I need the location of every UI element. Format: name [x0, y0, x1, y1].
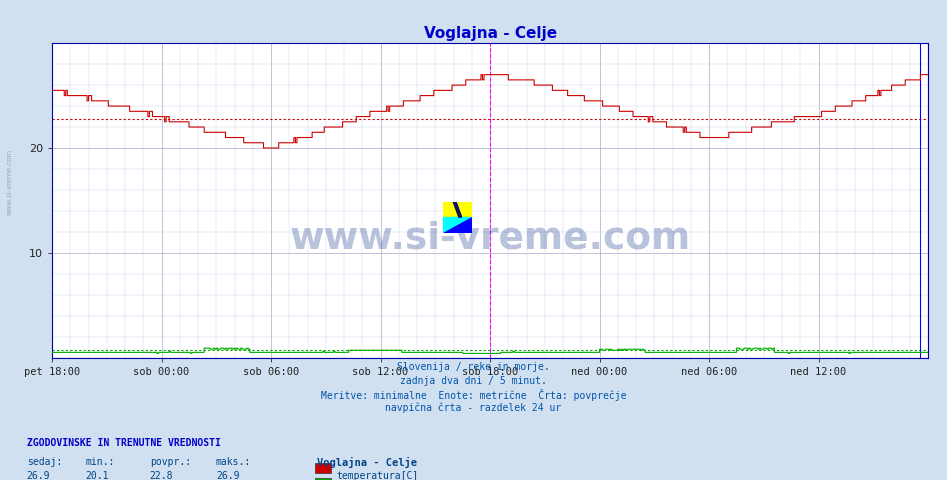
Text: ZGODOVINSKE IN TRENUTNE VREDNOSTI: ZGODOVINSKE IN TRENUTNE VREDNOSTI: [27, 438, 221, 448]
Text: sedaj:: sedaj:: [27, 457, 62, 467]
Text: Meritve: minimalne  Enote: metrične  Črta: povprečje: Meritve: minimalne Enote: metrične Črta:…: [321, 389, 626, 401]
Text: Voglajna - Celje: Voglajna - Celje: [317, 457, 418, 468]
Text: zadnja dva dni / 5 minut.: zadnja dva dni / 5 minut.: [400, 376, 547, 386]
Text: www.si-vreme.com: www.si-vreme.com: [7, 149, 12, 216]
Title: Voglajna - Celje: Voglajna - Celje: [423, 25, 557, 41]
Text: min.:: min.:: [85, 457, 115, 467]
Text: maks.:: maks.:: [216, 457, 251, 467]
Polygon shape: [443, 217, 472, 233]
Text: Slovenija / reke in morje.: Slovenija / reke in morje.: [397, 362, 550, 372]
Text: navpična črta - razdelek 24 ur: navpična črta - razdelek 24 ur: [385, 403, 562, 413]
Polygon shape: [443, 217, 472, 233]
Polygon shape: [443, 202, 472, 217]
Text: temperatura[C]: temperatura[C]: [336, 471, 419, 480]
Polygon shape: [454, 202, 462, 217]
Text: povpr.:: povpr.:: [150, 457, 190, 467]
Text: 20.1: 20.1: [85, 471, 109, 480]
Text: 26.9: 26.9: [27, 471, 50, 480]
Text: 26.9: 26.9: [216, 471, 240, 480]
Text: 22.8: 22.8: [150, 471, 173, 480]
Text: www.si-vreme.com: www.si-vreme.com: [290, 220, 690, 256]
